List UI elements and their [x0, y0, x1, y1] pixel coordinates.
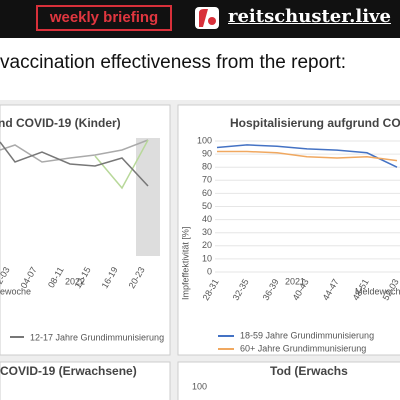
top-bar: weekly briefing reitschuster.live [0, 0, 400, 38]
legend-label: 60+ Jahre Grundimmunisierung [240, 343, 366, 353]
left-lines [0, 139, 149, 190]
left-title: nd COVID-19 (Kinder) [0, 116, 121, 130]
chart-images: nd COVID-19 (Kinder) ewoche 2022 12-17 J… [0, 100, 400, 400]
x-tick-label: 52-03 [0, 265, 12, 290]
right-bottom-panel [177, 361, 400, 400]
right-y-title: Impfeffektivität [%] [180, 227, 190, 300]
series-line [216, 144, 398, 168]
left-year: 2022 [65, 276, 85, 286]
y-tick-label: 70 [202, 175, 212, 185]
left-x-title: ewoche [0, 286, 31, 296]
series-line [217, 150, 398, 162]
bottom-left-title: COVID-19 (Erwachsene) [0, 364, 137, 378]
bottom-right-tick: 100 [192, 381, 207, 391]
legend-label: 18-59 Jahre Grundimmunisierung [240, 330, 374, 340]
y-tick-label: 10 [202, 253, 212, 263]
bottom-right-title: Tod (Erwachs [270, 364, 348, 378]
y-tick-label: 80 [202, 162, 212, 172]
left-bottom-panel [0, 361, 171, 400]
y-tick-label: 100 [197, 135, 212, 145]
y-tick-label: 40 [202, 214, 212, 224]
y-tick-label: 50 [202, 201, 212, 211]
left-legend: 12-17 Jahre Grundimmunisierung [30, 332, 164, 342]
weekly-briefing-button[interactable]: weekly briefing [36, 5, 172, 31]
shaded-region [136, 138, 160, 256]
heading: vaccination effectiveness from the repor… [0, 52, 347, 73]
logo [195, 7, 219, 29]
right-year: 2021 [285, 276, 305, 286]
y-tick-label: 0 [207, 266, 212, 276]
site-name[interactable]: reitschuster.live [228, 6, 391, 27]
y-tick-label: 30 [202, 227, 212, 237]
y-tick-label: 90 [202, 148, 212, 158]
y-tick-label: 60 [202, 188, 212, 198]
y-tick-label: 20 [202, 240, 212, 250]
right-x-title: Meldewoche [355, 286, 400, 296]
right-title: Hospitalisierung aufgrund COV [230, 116, 400, 130]
